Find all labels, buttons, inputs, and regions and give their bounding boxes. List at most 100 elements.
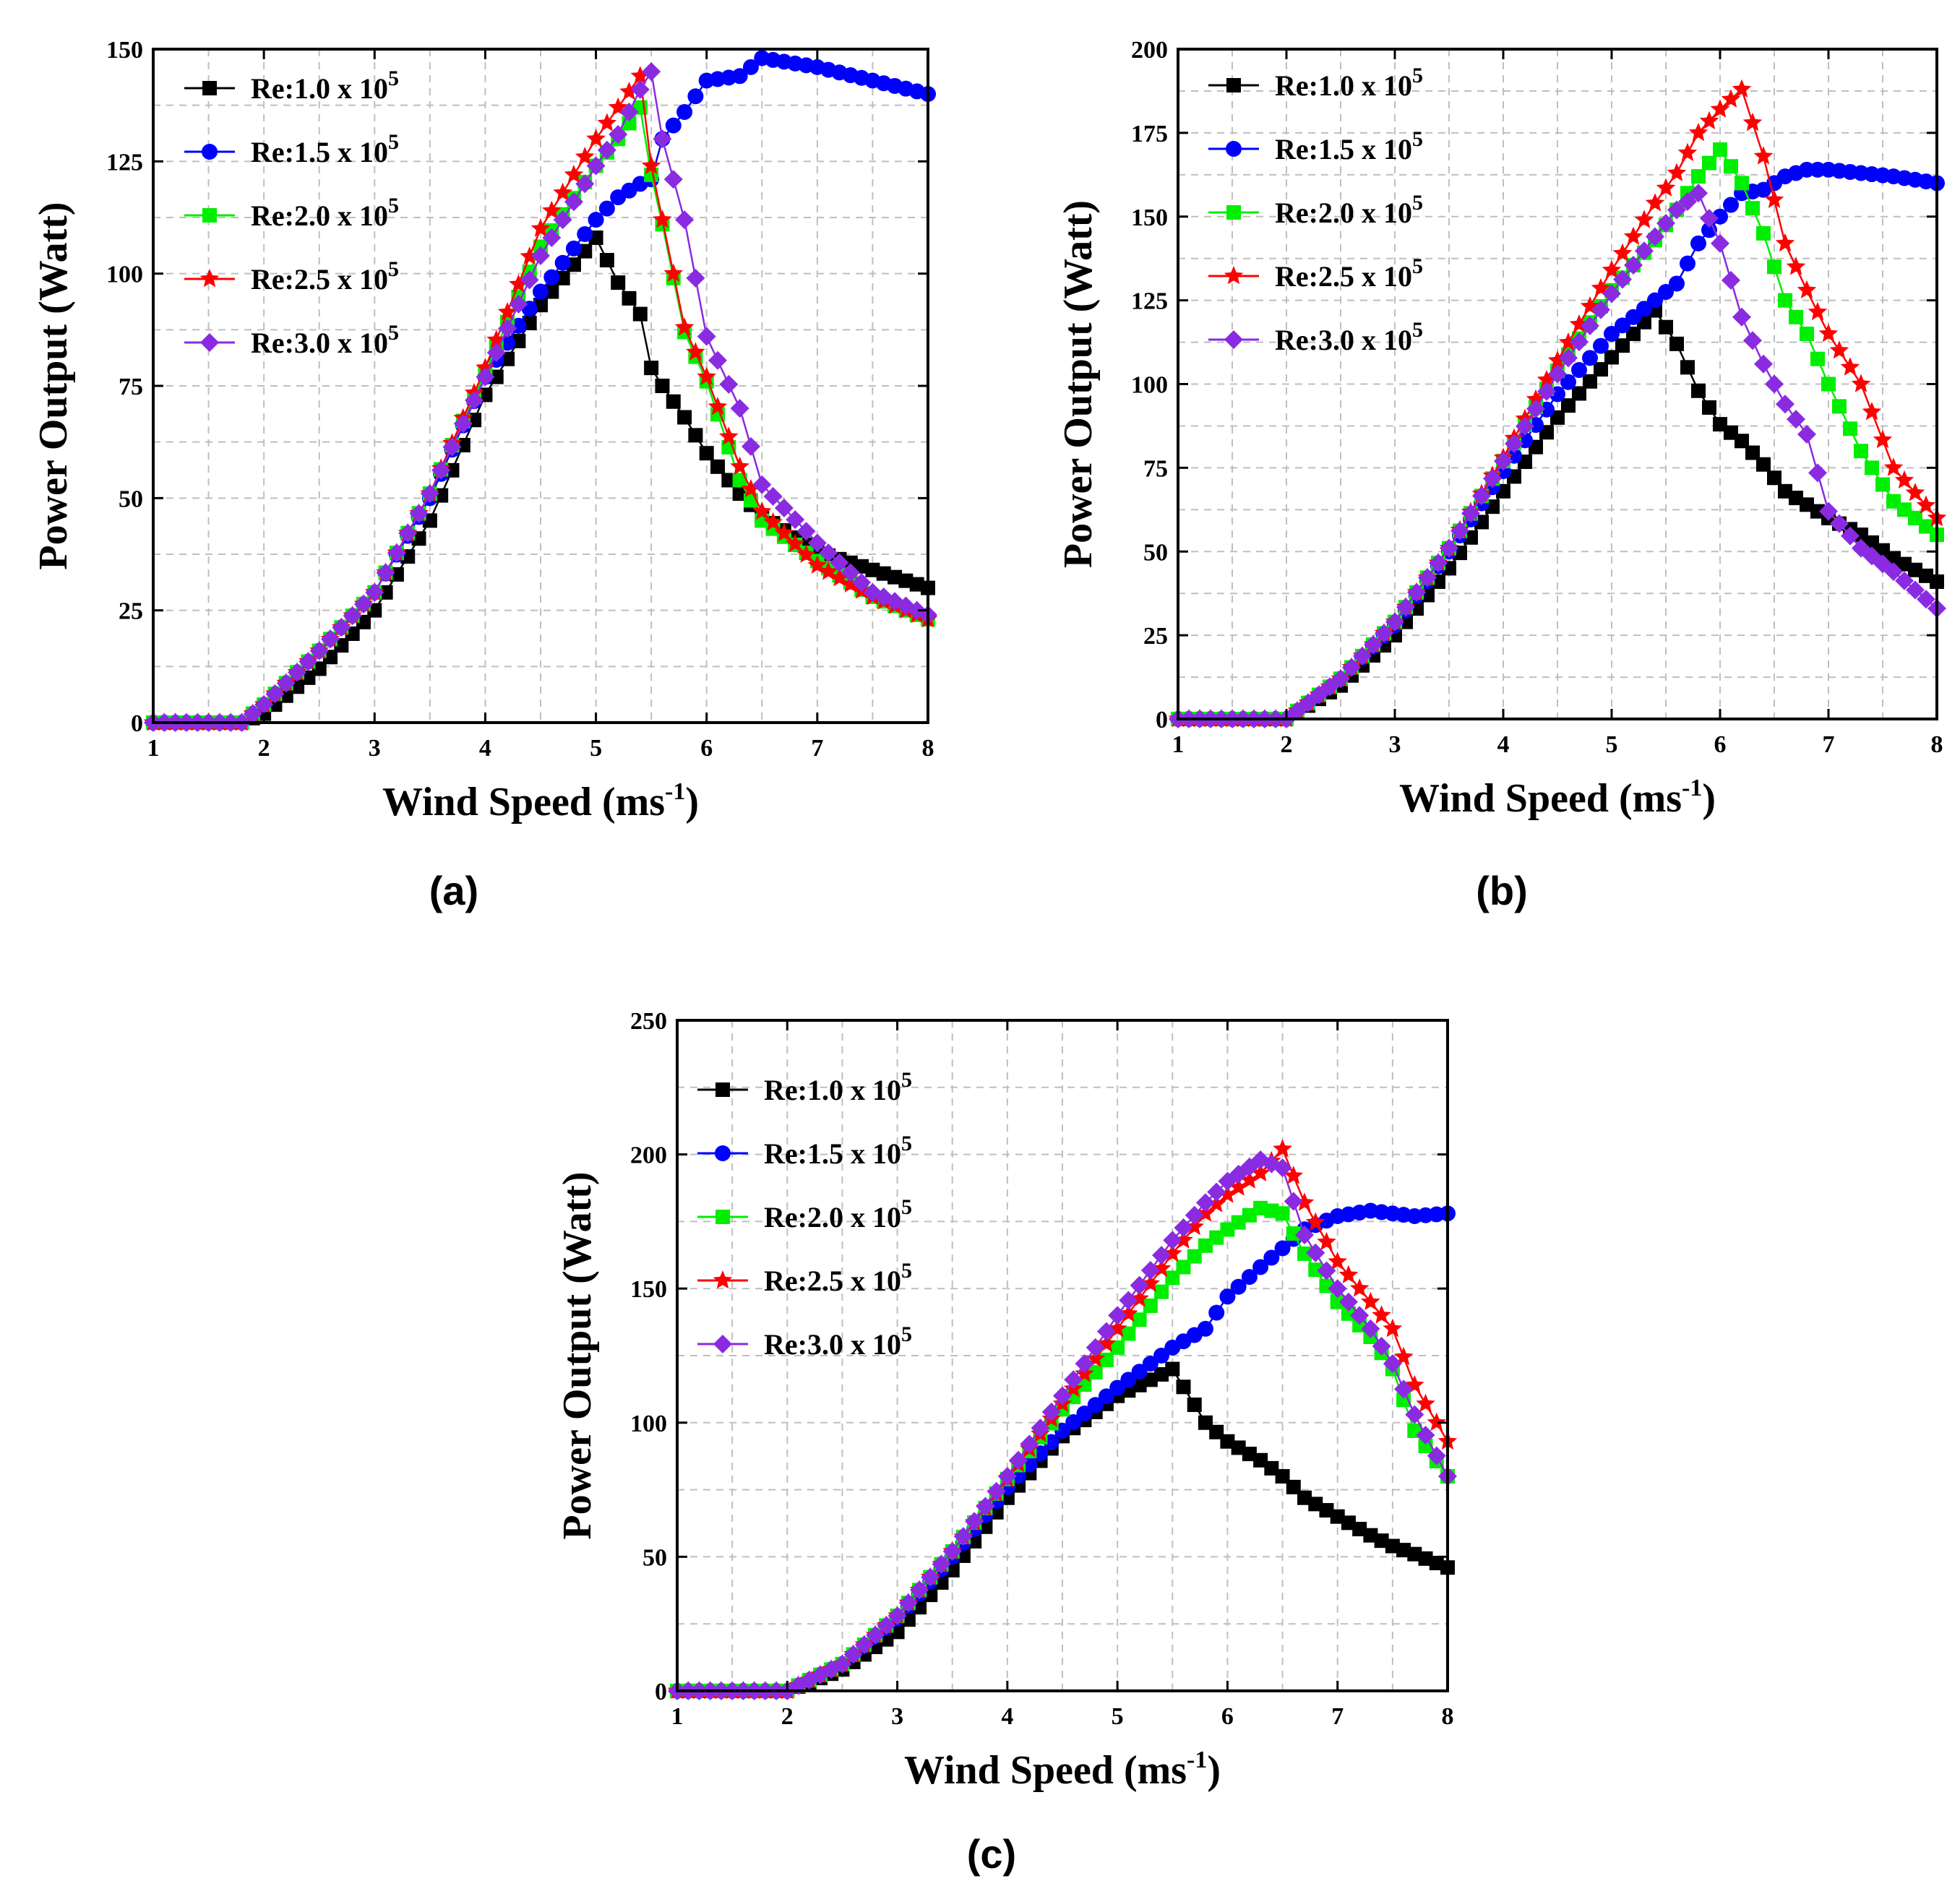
- data-point: [543, 269, 560, 285]
- data-point: [542, 228, 562, 247]
- data-point: [1064, 1370, 1083, 1390]
- y-tick-label: 25: [1143, 623, 1168, 650]
- data-point: [1396, 598, 1415, 617]
- x-tick-label: 8: [1931, 731, 1943, 758]
- data-point: [1461, 504, 1480, 523]
- data-point: [1195, 1193, 1215, 1213]
- y-tick-label: 125: [1131, 288, 1168, 315]
- data-point: [599, 253, 614, 268]
- data-point: [1009, 1450, 1028, 1470]
- legend-marker: [713, 1270, 733, 1289]
- data-point: [921, 1567, 940, 1587]
- data-point: [1613, 270, 1632, 289]
- data-point: [1429, 1556, 1444, 1571]
- data-point: [1341, 1515, 1356, 1530]
- data-point: [1669, 336, 1684, 351]
- data-point: [1582, 350, 1598, 366]
- data-point: [387, 543, 406, 563]
- data-point: [1906, 580, 1925, 600]
- data-point: [465, 390, 484, 410]
- data-point: [1561, 398, 1576, 413]
- data-point: [1165, 1270, 1180, 1286]
- data-point: [243, 704, 262, 723]
- data-point: [1656, 178, 1676, 197]
- legend-label: Re:1.5 x 105: [764, 1132, 912, 1170]
- data-point: [1635, 241, 1654, 261]
- y-tick-label: 0: [655, 1679, 667, 1705]
- data-point: [1594, 362, 1608, 377]
- chart-panel-a: 1 2 3 4 5 6 7 8 0 25 50 75 100 125 150 Wind Speed (ms-1…: [31, 37, 938, 913]
- data-point: [520, 246, 539, 265]
- legend-label: Re:2.5 x 105: [764, 1259, 912, 1297]
- data-point: [1756, 225, 1771, 241]
- data-point: [1305, 1212, 1325, 1231]
- data-point: [1219, 1288, 1236, 1305]
- data-point: [1088, 1365, 1103, 1380]
- x-tick-label: 3: [369, 735, 381, 762]
- data-point: [677, 410, 692, 425]
- data-point: [953, 1527, 973, 1546]
- data-point: [763, 512, 783, 531]
- data-point: [1615, 317, 1630, 334]
- y-tick-label: 125: [106, 149, 143, 176]
- data-point: [622, 290, 637, 306]
- data-point: [1829, 340, 1849, 359]
- data-point: [987, 1481, 1006, 1501]
- legend-item: Re:2.0 x 105: [1208, 191, 1423, 229]
- data-point: [732, 473, 747, 488]
- data-point: [1065, 1414, 1082, 1431]
- data-point: [1284, 1192, 1303, 1211]
- y-axis-title: Power Output (Watt): [31, 202, 76, 569]
- data-point: [1416, 1426, 1435, 1445]
- x-tick-label: 7: [1823, 731, 1835, 758]
- data-point: [843, 555, 858, 570]
- data-point: [1494, 452, 1513, 471]
- data-point: [1767, 259, 1781, 275]
- data-point: [597, 113, 617, 132]
- y-tick-label: 100: [1131, 372, 1168, 399]
- data-point: [1689, 184, 1708, 203]
- data-point: [642, 62, 661, 82]
- data-point: [1185, 1205, 1204, 1225]
- data-point: [1407, 1546, 1422, 1562]
- y-tick-label: 100: [106, 262, 143, 288]
- data-point: [1297, 1490, 1312, 1505]
- x-tick-label: 5: [1606, 731, 1618, 758]
- data-point: [1352, 1522, 1367, 1537]
- data-point: [1174, 1230, 1193, 1249]
- data-point: [1286, 1479, 1301, 1494]
- data-point: [774, 522, 794, 542]
- data-point: [1418, 1551, 1433, 1566]
- data-point: [1516, 416, 1534, 436]
- data-point: [1154, 1284, 1169, 1299]
- data-point: [1230, 1278, 1247, 1295]
- data-point: [1086, 1338, 1105, 1357]
- data-point: [1295, 1225, 1315, 1244]
- panel-label: (b): [1476, 868, 1528, 913]
- data-point: [686, 268, 705, 288]
- y-tick-label: 25: [119, 598, 143, 625]
- data-point: [1917, 590, 1935, 609]
- legend-marker: [715, 1210, 730, 1224]
- data-point: [1252, 1259, 1269, 1275]
- data-point: [1076, 1405, 1093, 1422]
- data-point: [630, 79, 650, 99]
- data-point: [1098, 1388, 1114, 1405]
- data-point: [1229, 1177, 1248, 1196]
- data-point: [553, 210, 572, 230]
- data-point: [1700, 209, 1719, 228]
- data-point: [1854, 444, 1868, 459]
- data-point: [1634, 210, 1654, 228]
- data-point: [1153, 1348, 1170, 1364]
- data-point: [1284, 1166, 1304, 1184]
- legend-marker: [1224, 330, 1243, 349]
- data-point: [730, 399, 749, 418]
- legend-item: Re:1.0 x 105: [697, 1068, 912, 1106]
- y-tick-label: 50: [1143, 539, 1168, 566]
- data-point: [1821, 376, 1836, 392]
- data-point: [1830, 514, 1849, 533]
- data-point: [1636, 301, 1652, 317]
- data-point: [1808, 463, 1827, 483]
- panel-label: (a): [429, 868, 478, 913]
- data-point: [1286, 1226, 1301, 1241]
